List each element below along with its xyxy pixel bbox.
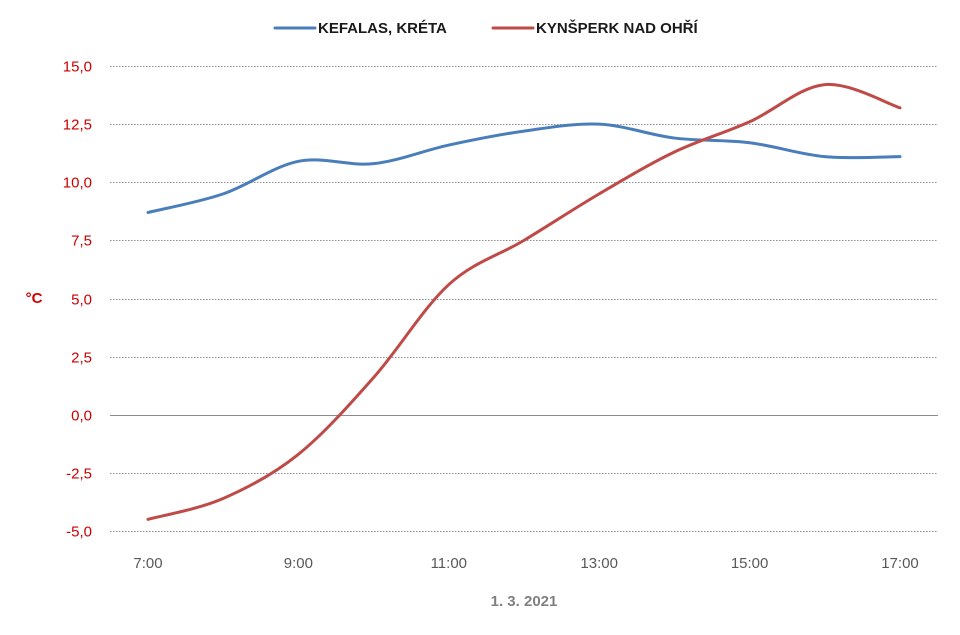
x-axis-ticks: 7:00 9:00 11:00 13:00 15:00 17:00	[133, 555, 918, 572]
x-tick-label: 13:00	[580, 555, 618, 572]
x-tick-label: 11:00	[431, 555, 467, 572]
series-line-2	[146, 83, 902, 521]
y-tick-label: 10,0	[63, 175, 92, 192]
y-tick-label: -2,5	[66, 466, 92, 483]
gridlines	[110, 66, 938, 532]
y-tick-label: 15,0	[63, 59, 92, 76]
y-tick-label: 12,5	[63, 117, 92, 134]
legend-label-1: KEFALAS, KRÉTA	[318, 20, 447, 37]
y-axis-ticks: 15,0 12,5 10,0 7,5 5,0 2,5 0,0 -2,5 -5,0	[63, 59, 92, 541]
x-tick-label: 7:00	[133, 555, 162, 572]
y-tick-label: 5,0	[71, 292, 92, 309]
x-tick-label: 9:00	[284, 555, 313, 572]
x-tick-label: 17:00	[881, 555, 919, 572]
legend: KEFALAS, KRÉTA KYNŠPERK NAD OHŘÍ	[273, 19, 699, 37]
legend-label-2: KYNŠPERK NAD OHŘÍ	[536, 19, 699, 37]
y-tick-label: 2,5	[71, 350, 92, 367]
y-axis-label: °C	[26, 290, 43, 307]
series-line-1	[146, 122, 902, 214]
y-tick-label: 7,5	[71, 233, 92, 250]
x-axis-label: 1. 3. 2021	[491, 593, 558, 610]
x-tick-label: 15:00	[731, 555, 769, 572]
y-tick-label: -5,0	[66, 524, 92, 541]
y-tick-label: 0,0	[71, 408, 92, 425]
series-lines	[146, 83, 902, 521]
